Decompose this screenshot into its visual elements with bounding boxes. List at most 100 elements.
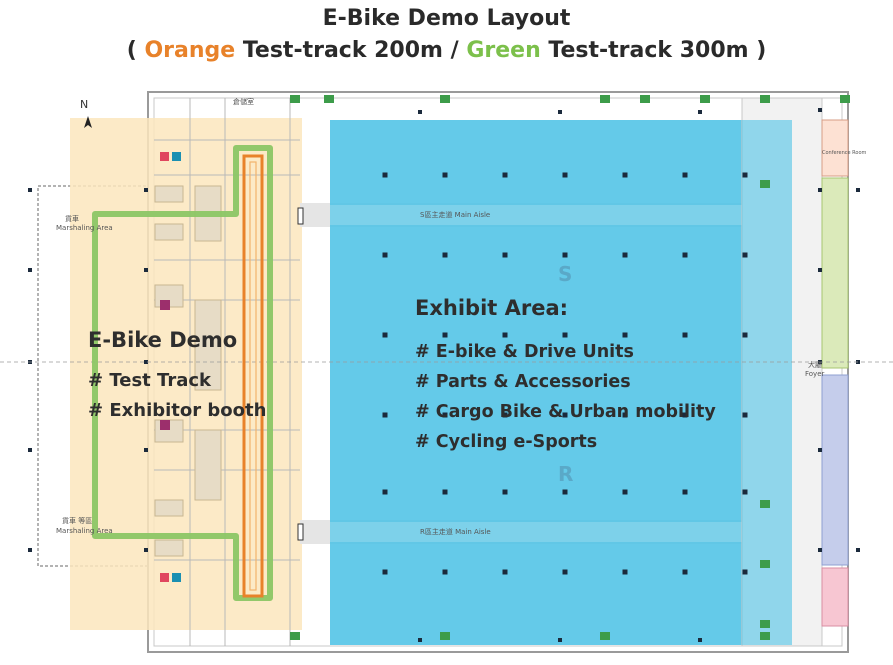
column-dot xyxy=(682,252,688,258)
subtitle-green: Green xyxy=(466,38,541,63)
page-subtitle: ( Orange Test-track 200m / Green Test-tr… xyxy=(0,38,893,63)
north-label: N xyxy=(80,98,89,111)
structure-dot xyxy=(818,108,822,112)
orange-test-track xyxy=(242,154,264,598)
structure-dot xyxy=(818,268,822,272)
column-dot xyxy=(562,332,568,338)
storage-label: 倉儲室 xyxy=(233,98,254,106)
booth-blocks xyxy=(154,185,222,557)
structure-dot xyxy=(698,638,702,642)
page-title: E-Bike Demo Layout xyxy=(322,6,571,31)
column-dot xyxy=(502,172,508,178)
subtitle-open: ( xyxy=(126,38,145,63)
column-dot xyxy=(442,489,448,495)
demo-area-title: E-Bike Demo xyxy=(88,328,238,352)
structure-dot xyxy=(818,188,822,192)
structure-dot xyxy=(28,188,32,192)
structure-dot xyxy=(856,548,860,552)
conference-room xyxy=(821,119,849,177)
structure-dot xyxy=(818,448,822,452)
column-dot xyxy=(682,332,688,338)
foyer-label: Foyer xyxy=(805,370,825,378)
column-dot xyxy=(742,489,748,495)
marshaling-bottom-cn: 貨車 等區 xyxy=(62,517,93,525)
column-dot xyxy=(742,412,748,418)
green-test-track xyxy=(92,145,273,601)
column-dot xyxy=(382,252,388,258)
exhibit-item-esports: # Cycling e-Sports xyxy=(415,432,598,452)
structure-dot xyxy=(144,548,148,552)
column-dots xyxy=(28,108,860,642)
subtitle-mid: Test-track 200m / xyxy=(235,38,467,63)
structure-dot xyxy=(698,110,702,114)
column-dot xyxy=(562,412,568,418)
column-dot xyxy=(742,172,748,178)
structure-dot xyxy=(558,638,562,642)
demo-item-test-track: # Test Track xyxy=(88,370,211,391)
restroom-icons xyxy=(160,152,181,582)
column-dot xyxy=(622,252,628,258)
column-dot xyxy=(382,172,388,178)
structure-dot xyxy=(144,188,148,192)
structure-dot xyxy=(144,360,148,364)
column-dot xyxy=(562,489,568,495)
subtitle-end: Test-track 300m ) xyxy=(540,38,767,63)
column-dot xyxy=(742,569,748,575)
structure-dot xyxy=(144,268,148,272)
column-dot xyxy=(682,569,688,575)
structure-dot xyxy=(144,448,148,452)
column-dot xyxy=(622,332,628,338)
exit-signs xyxy=(290,95,850,640)
marshaling-bottom-label: Marshaling Area xyxy=(56,527,113,535)
column-dot xyxy=(382,569,388,575)
structure-dot xyxy=(418,110,422,114)
gate-top xyxy=(297,207,304,225)
column-dot xyxy=(442,332,448,338)
column-dot xyxy=(502,412,508,418)
structure-dot xyxy=(418,638,422,642)
marshaling-top-label: Marshaling Area xyxy=(56,224,113,232)
meeting-room-green xyxy=(821,177,849,369)
column-dot xyxy=(562,569,568,575)
structure-dot xyxy=(558,110,562,114)
aisle-bottom-label: R區主走道 Main Aisle xyxy=(420,528,491,536)
column-dot xyxy=(442,172,448,178)
demo-item-exhibitor-booth: # Exhibitor booth xyxy=(88,400,267,421)
column-dot xyxy=(622,569,628,575)
column-dot xyxy=(562,252,568,258)
exhibit-area xyxy=(330,120,792,645)
column-dot xyxy=(622,172,628,178)
structure-dot xyxy=(856,188,860,192)
exhibit-item-parts: # Parts & Accessories xyxy=(415,372,631,392)
hall-r-label: R xyxy=(558,462,574,486)
hall-s-label: S xyxy=(558,262,573,286)
structure-dot xyxy=(28,268,32,272)
column-dot xyxy=(502,489,508,495)
gate-bottom xyxy=(297,523,304,541)
column-dot xyxy=(682,489,688,495)
marshaling-top-cn: 貨車 xyxy=(65,215,79,223)
structure-dot xyxy=(28,448,32,452)
meeting-room-purple xyxy=(821,374,849,566)
column-dot xyxy=(682,412,688,418)
exhibit-area-title: Exhibit Area: xyxy=(415,296,569,320)
column-dot xyxy=(742,252,748,258)
column-dot xyxy=(502,332,508,338)
column-dot xyxy=(382,412,388,418)
column-dot xyxy=(622,412,628,418)
exhibit-item-ebike: # E-bike & Drive Units xyxy=(415,342,634,362)
column-dot xyxy=(382,489,388,495)
structure-dot xyxy=(818,548,822,552)
structure-dot xyxy=(28,548,32,552)
north-arrow-icon xyxy=(84,116,92,128)
conference-label: Conference Room xyxy=(822,150,867,156)
column-dot xyxy=(682,172,688,178)
column-dot xyxy=(742,332,748,338)
column-dot xyxy=(442,569,448,575)
column-dot xyxy=(382,332,388,338)
foyer-cn: 大廳 xyxy=(808,361,822,369)
column-dot xyxy=(442,412,448,418)
subtitle-orange: Orange xyxy=(144,38,236,63)
exhibit-area-right xyxy=(742,120,792,645)
